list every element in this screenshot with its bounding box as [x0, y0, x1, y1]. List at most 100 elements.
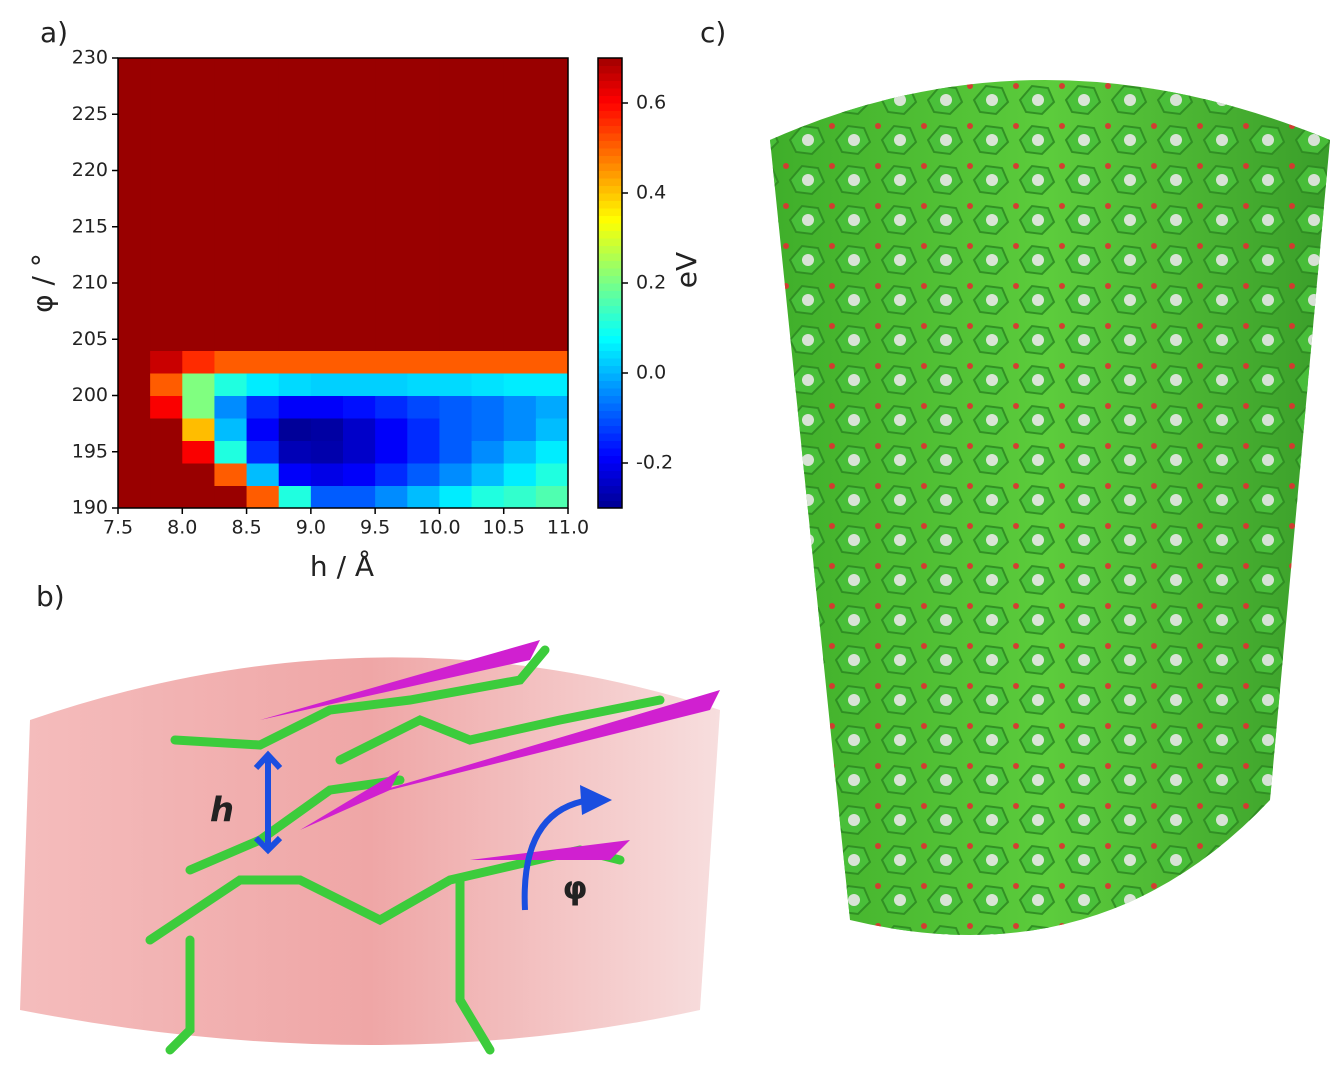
heatmap-cell	[150, 463, 183, 486]
colorbar-step	[598, 343, 622, 351]
heatmap-cell	[407, 463, 440, 486]
heatmap-cell	[472, 463, 505, 486]
heatmap-cell	[118, 463, 151, 486]
colorbar-step	[598, 163, 622, 171]
heatmap-cell	[504, 486, 537, 509]
heatmap-cell	[279, 351, 312, 374]
colorbar-step	[598, 73, 622, 81]
colorbar-step	[598, 81, 622, 89]
heatmap-cell	[311, 351, 344, 374]
y-axis-label: φ / °	[26, 253, 59, 313]
y-tick-label: 225	[72, 103, 108, 125]
heatmap-cell	[214, 396, 247, 419]
heatmap-cell	[407, 351, 440, 374]
colorbar-step	[598, 388, 622, 396]
heatmap-cell	[375, 396, 408, 419]
colorbar-step	[598, 283, 622, 291]
heatmap-cell	[375, 418, 408, 441]
panel-label: c)	[700, 16, 726, 49]
heatmap-cell	[472, 396, 505, 419]
heatmap-cell	[439, 396, 472, 419]
heatmap-cell	[279, 463, 312, 486]
colorbar-tick-label: 0.2	[636, 272, 666, 294]
heatmap-cell	[536, 418, 569, 441]
colorbar-step	[598, 171, 622, 179]
heatmap-cell	[214, 486, 247, 509]
colorbar-tick-label: 0.6	[636, 92, 666, 114]
heatmap-cell	[182, 396, 215, 419]
heatmap-cell	[182, 463, 215, 486]
heatmap-cell	[407, 441, 440, 464]
x-tick-label: 7.5	[103, 517, 133, 539]
heatmap-cell	[118, 396, 151, 419]
colorbar-step	[598, 298, 622, 306]
heatmap-cell	[214, 373, 247, 396]
x-tick-label: 9.5	[360, 517, 390, 539]
colorbar-step	[598, 223, 622, 231]
colorbar-step	[598, 268, 622, 276]
colorbar-step	[598, 133, 622, 141]
heatmap-cell	[247, 396, 280, 419]
y-tick-label: 210	[72, 272, 108, 294]
heatmap-cell	[214, 58, 247, 351]
x-tick-label: 8.0	[167, 517, 197, 539]
nanotube-illustration	[770, 80, 1330, 935]
heatmap-cell	[536, 486, 569, 509]
heatmap-cell	[472, 351, 505, 374]
annotation: h	[210, 791, 234, 831]
colorbar-step	[598, 313, 622, 321]
heatmap-cell	[182, 486, 215, 509]
colorbar-step	[598, 186, 622, 194]
y-tick-label: 200	[72, 384, 108, 406]
colorbar-step	[598, 351, 622, 359]
x-tick-label: 11.0	[547, 517, 589, 539]
heatmap-cell	[214, 463, 247, 486]
y-tick-label: 220	[72, 159, 108, 181]
heatmap-cell	[375, 463, 408, 486]
heatmap-cell	[247, 418, 280, 441]
heatmap-cell	[214, 418, 247, 441]
heatmap-cell	[375, 486, 408, 509]
colorbar-step	[598, 493, 622, 501]
colorbar-step	[598, 411, 622, 419]
heatmap-cell	[504, 418, 537, 441]
heatmap-cell	[472, 373, 505, 396]
heatmap-cell	[504, 396, 537, 419]
colorbar-step	[598, 208, 622, 216]
colorbar-tick-label: 0.4	[636, 182, 666, 204]
heatmap-cell	[536, 441, 569, 464]
colorbar-step	[598, 373, 622, 381]
heatmap-cell	[536, 396, 569, 419]
colorbar-step	[598, 231, 622, 239]
colorbar-step	[598, 336, 622, 344]
heatmap-cell	[536, 373, 569, 396]
heatmap-cell	[536, 58, 569, 351]
heatmap-cell	[343, 441, 376, 464]
colorbar-step	[598, 156, 622, 164]
colorbar-step	[598, 126, 622, 134]
heatmap-cell	[343, 463, 376, 486]
heatmap-cell	[247, 58, 280, 351]
heatmap-cell	[311, 418, 344, 441]
x-axis-label: h / Å	[310, 549, 374, 583]
heatmap-cell	[311, 396, 344, 419]
panel-label: a)	[40, 16, 68, 49]
colorbar-step	[598, 141, 622, 149]
colorbar-step	[598, 366, 622, 374]
colorbar-step	[598, 58, 622, 66]
heatmap-cell	[150, 351, 183, 374]
colorbar-step	[598, 448, 622, 456]
heatmap-cell	[118, 486, 151, 509]
y-tick-label: 215	[72, 215, 108, 237]
heatmap-cell	[247, 441, 280, 464]
heatmap-cell	[182, 373, 215, 396]
heatmap-cell	[118, 58, 151, 351]
heatmap-cell	[536, 463, 569, 486]
heatmap-cell	[472, 418, 505, 441]
heatmap-cell	[439, 373, 472, 396]
x-tick-label: 10.5	[483, 517, 525, 539]
heatmap-cell	[504, 463, 537, 486]
colorbar-step	[598, 261, 622, 269]
colorbar-step	[598, 66, 622, 74]
heatmap-cell	[150, 418, 183, 441]
